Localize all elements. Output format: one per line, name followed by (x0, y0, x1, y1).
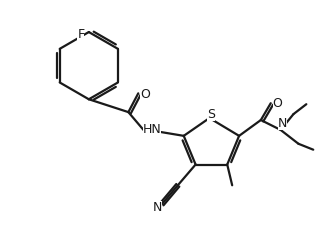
Text: S: S (207, 108, 215, 121)
Text: O: O (273, 97, 282, 110)
Text: F: F (77, 27, 84, 40)
Text: HN: HN (143, 123, 161, 136)
Text: O: O (140, 88, 150, 101)
Text: N: N (152, 200, 162, 214)
Text: N: N (278, 118, 287, 131)
